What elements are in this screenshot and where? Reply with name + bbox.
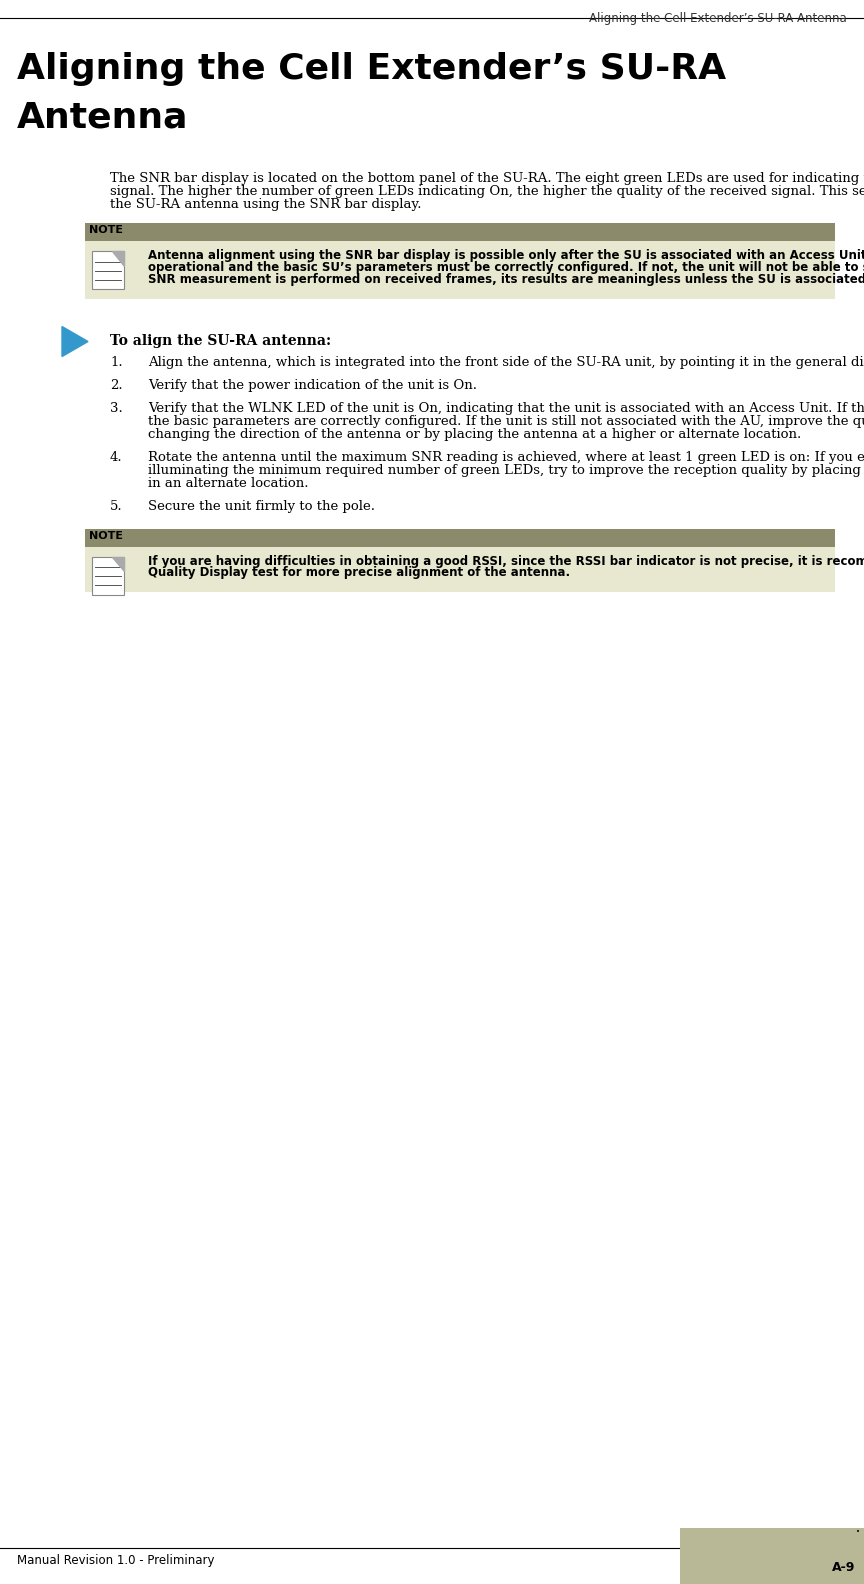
Text: 5.: 5. — [110, 501, 123, 513]
Text: Antenna alignment using the SNR bar display is possible only after the SU is ass: Antenna alignment using the SNR bar disp… — [148, 249, 864, 263]
Polygon shape — [62, 326, 88, 356]
Text: Align the antenna, which is integrated into the front side of the SU-RA unit, by: Align the antenna, which is integrated i… — [148, 355, 864, 369]
Text: •: • — [855, 1529, 860, 1535]
FancyBboxPatch shape — [85, 241, 835, 298]
Text: Secure the unit firmly to the pole.: Secure the unit firmly to the pole. — [148, 501, 375, 513]
FancyBboxPatch shape — [85, 223, 835, 241]
Text: 2.: 2. — [110, 379, 123, 391]
Text: Antenna: Antenna — [17, 100, 188, 135]
FancyBboxPatch shape — [92, 252, 124, 290]
Text: Aligning the Cell Extender’s SU-RA: Aligning the Cell Extender’s SU-RA — [17, 52, 727, 86]
FancyBboxPatch shape — [92, 556, 124, 594]
Text: The SNR bar display is located on the bottom panel of the SU-RA. The eight green: The SNR bar display is located on the bo… — [110, 173, 864, 185]
Text: 3.: 3. — [110, 402, 123, 415]
Text: Quality Display test for more precise alignment of the antenna.: Quality Display test for more precise al… — [148, 565, 570, 580]
Text: Verify that the power indication of the unit is On.: Verify that the power indication of the … — [148, 379, 477, 391]
FancyBboxPatch shape — [85, 529, 835, 546]
Text: in an alternate location.: in an alternate location. — [148, 477, 308, 491]
FancyBboxPatch shape — [680, 1529, 864, 1584]
Text: Rotate the antenna until the maximum SNR reading is achieved, where at least 1 g: Rotate the antenna until the maximum SNR… — [148, 451, 864, 464]
Text: Manual Revision 1.0 - Preliminary: Manual Revision 1.0 - Preliminary — [17, 1554, 215, 1567]
FancyBboxPatch shape — [85, 546, 835, 592]
Text: NOTE: NOTE — [89, 531, 124, 540]
Polygon shape — [111, 252, 124, 266]
Text: the basic parameters are correctly configured. If the unit is still not associat: the basic parameters are correctly confi… — [148, 415, 864, 428]
Text: operational and the basic SU’s parameters must be correctly configured. If not, : operational and the basic SU’s parameter… — [148, 261, 864, 274]
Text: A-9: A-9 — [832, 1560, 855, 1574]
Text: the SU-RA antenna using the SNR bar display.: the SU-RA antenna using the SNR bar disp… — [110, 198, 422, 211]
Text: SNR measurement is performed on received frames, its results are meaningless unl: SNR measurement is performed on received… — [148, 272, 864, 285]
Text: NOTE: NOTE — [89, 225, 124, 236]
Text: To align the SU-RA antenna:: To align the SU-RA antenna: — [110, 334, 331, 347]
Text: illuminating the minimum required number of green LEDs, try to improve the recep: illuminating the minimum required number… — [148, 464, 864, 477]
Text: If you are having difficulties in obtaining a good RSSI, since the RSSI bar indi: If you are having difficulties in obtain… — [148, 554, 864, 567]
Polygon shape — [111, 556, 124, 570]
Text: Verify that the WLNK LED of the unit is On, indicating that the unit is associat: Verify that the WLNK LED of the unit is … — [148, 402, 864, 415]
Text: signal. The higher the number of green LEDs indicating On, the higher the qualit: signal. The higher the number of green L… — [110, 185, 864, 198]
Text: 1.: 1. — [110, 355, 123, 369]
Text: changing the direction of the antenna or by placing the antenna at a higher or a: changing the direction of the antenna or… — [148, 428, 801, 440]
Text: Aligning the Cell Extender’s SU-RA Antenna: Aligning the Cell Extender’s SU-RA Anten… — [589, 13, 847, 25]
Text: 4.: 4. — [110, 451, 123, 464]
